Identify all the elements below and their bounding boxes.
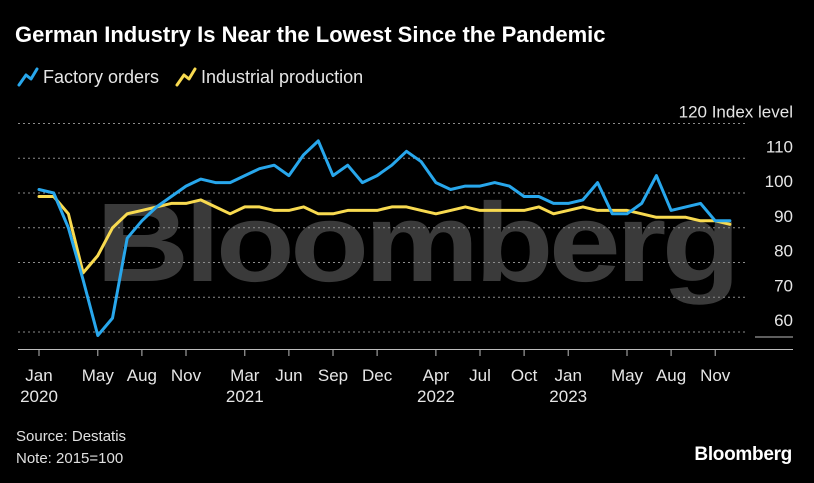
y-tick-label-80: 80 [774,242,793,261]
x-tick-label-may: May [611,366,644,385]
x-tick-year-2021: 2021 [226,387,264,406]
x-tick-label-jan2023: Jan [554,366,581,385]
base-note: Note: 2015=100 [16,450,124,467]
x-tick-label-jun: Jun [275,366,302,385]
x-tick-label-may: May [82,366,115,385]
x-tick-label-nov: Nov [700,366,731,385]
legend-swatch-industrial-production [175,67,197,87]
x-tick-label-nov: Nov [171,366,202,385]
x-tick-year-2020: 2020 [20,387,58,406]
x-tick-label-mar2021: Mar [230,366,260,385]
y-tick-label-100: 100 [765,172,793,191]
legend-item-factory-orders: Factory orders [17,66,159,88]
legend-swatch-factory-orders [17,67,39,87]
x-tick-label-aug: Aug [127,366,157,385]
source-note: Source: Destatis [16,428,127,445]
legend-label-factory-orders: Factory orders [43,66,160,87]
legend-label-industrial-production: Industrial production [201,66,364,87]
x-tick-year-2022: 2022 [417,387,455,406]
x-tick-label-jul: Jul [469,366,491,385]
chart-title: German Industry Is Near the Lowest Since… [15,22,606,47]
x-tick-label-aug: Aug [656,366,686,385]
legend-item-industrial-production: Industrial production [175,66,363,88]
x-tick-label-dec: Dec [362,366,393,385]
x-tick-label-sep: Sep [318,366,348,385]
y-tick-label-70: 70 [774,276,793,295]
series-line-factory-orders [37,139,732,337]
x-tick-label-apr2022: Apr [423,366,450,385]
y-tick-label-120: 120 Index level [679,103,793,122]
y-tick-label-110: 110 [766,137,793,156]
x-tick-label-jan2020: Jan [25,366,52,385]
x-tick-year-2023: 2023 [549,387,587,406]
y-tick-label-90: 90 [774,207,793,226]
bloomberg-logo: Bloomberg [694,444,792,465]
y-tick-label-60: 60 [774,311,793,330]
x-tick-label-oct: Oct [511,366,538,385]
watermark-text: Bloomberg [96,180,736,305]
